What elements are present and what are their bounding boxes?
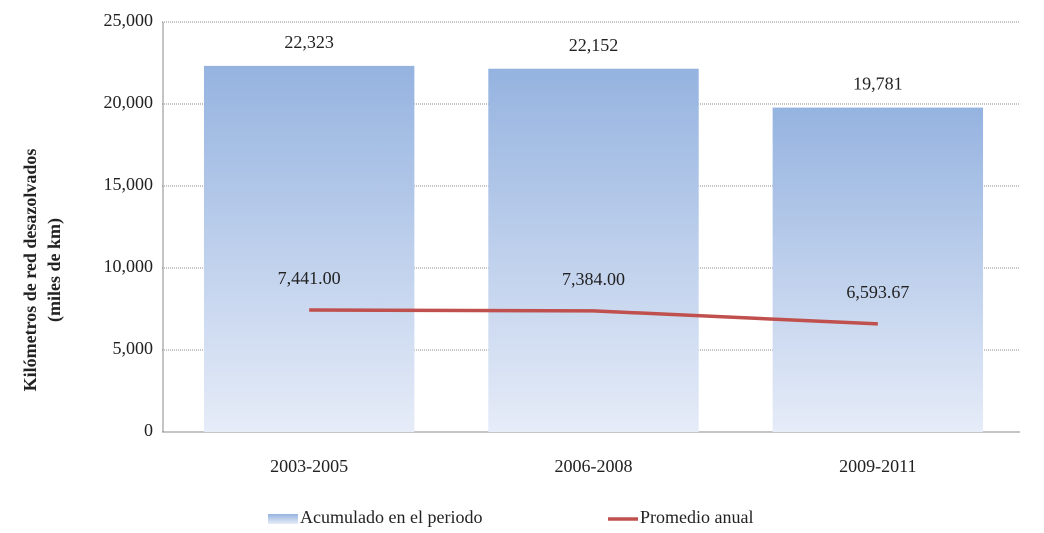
data-label: 7,384.00 [562,269,625,289]
data-label: 6,593.67 [846,282,909,302]
y-tick-label: 5,000 [113,338,154,358]
bar [488,68,699,432]
y-tick-label: 20,000 [104,92,154,112]
y-tick-label: 0 [144,420,153,440]
x-tick-label: 2006-2008 [555,456,633,476]
data-label: 22,323 [284,32,334,52]
y-tick-label: 10,000 [104,256,154,276]
legend-swatch [268,514,298,524]
bar [203,65,415,432]
data-label: 19,781 [853,74,903,94]
legend-label: Acumulado en el periodo [300,507,482,527]
x-tick-label: 2009-2011 [839,456,916,476]
bar [772,107,984,432]
x-tick-label: 2003-2005 [270,456,348,476]
y-tick-label: 15,000 [104,174,154,194]
line [309,308,878,326]
y-axis-label: (miles de km) [44,218,65,322]
data-label: 22,152 [569,35,619,55]
y-tick-label: 25,000 [104,10,154,30]
y-axis-label: Kilómetros de red desazolvados [20,149,40,392]
data-label: 7,441.00 [278,268,341,288]
legend-label: Promedio anual [640,507,753,527]
